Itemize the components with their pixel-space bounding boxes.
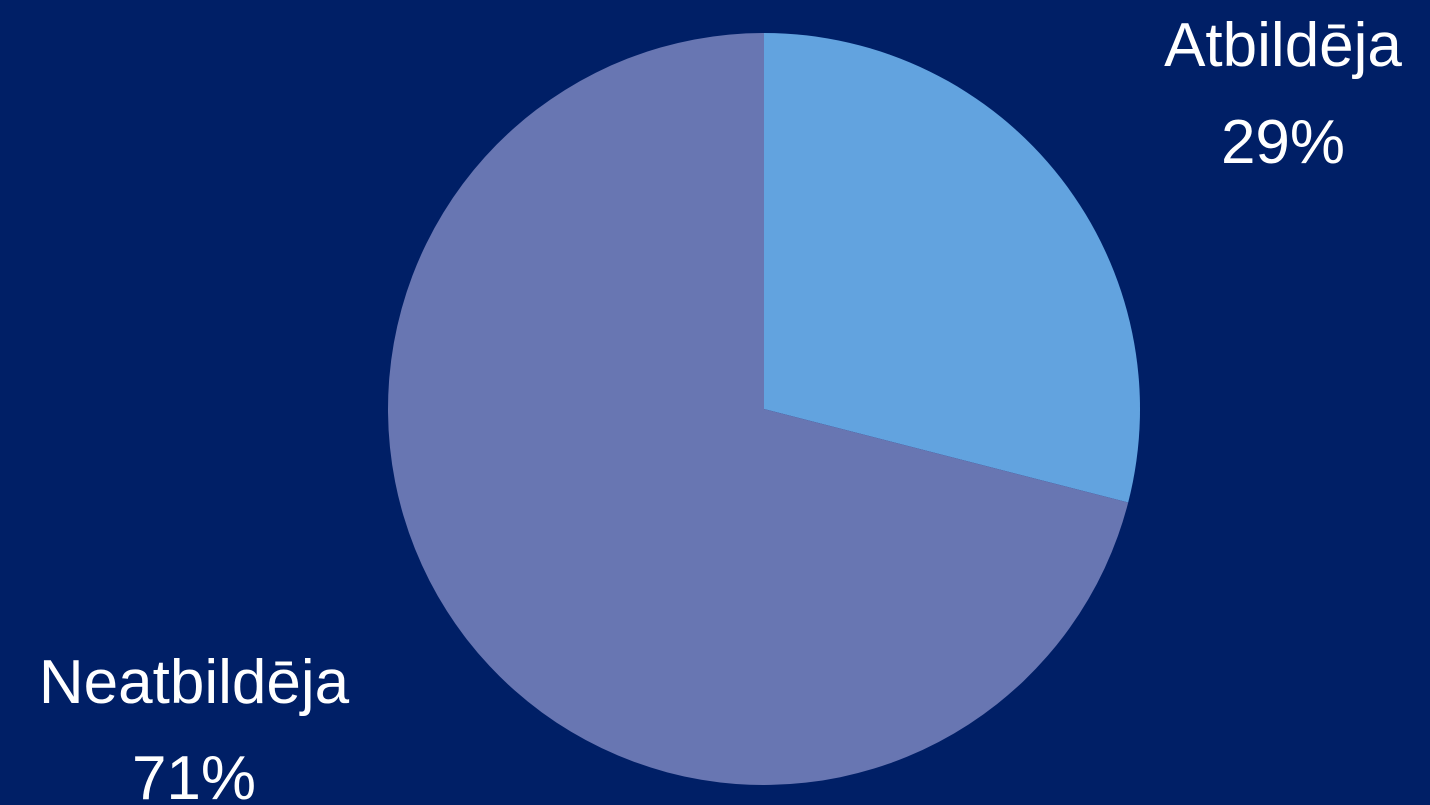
- pie-slice-atbildeja: [764, 33, 1141, 503]
- slice-label-atbildeja-percent: 29%: [1221, 108, 1345, 177]
- slice-label-atbildeja-name: Atbildēja: [1164, 11, 1402, 80]
- pie-slice-neatbildeja: [388, 33, 1129, 785]
- slice-label-neatbildeja-percent: 71%: [132, 744, 256, 805]
- slice-label-neatbildeja-name: Neatbildēja: [39, 648, 350, 717]
